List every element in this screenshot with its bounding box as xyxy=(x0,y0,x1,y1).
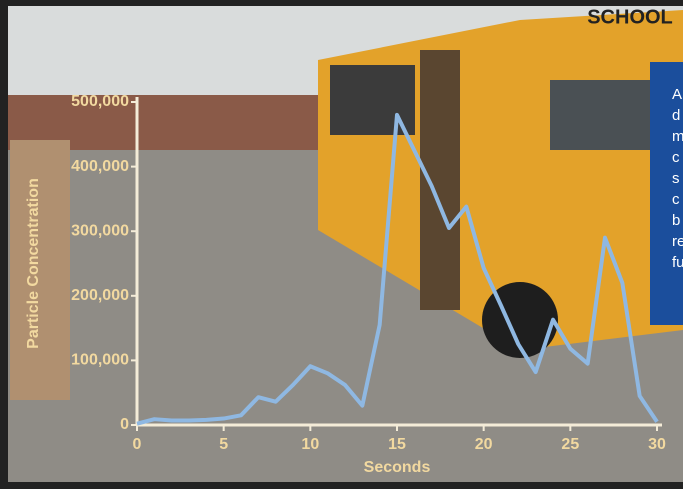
chart: SCHOOL Admcscbrefu 0100,000200,000300,00… xyxy=(0,0,683,489)
bus-windshield xyxy=(550,80,650,150)
x-tick-label: 15 xyxy=(388,436,406,453)
caption-line: b xyxy=(672,212,680,229)
y-tick-label: 100,000 xyxy=(71,352,129,369)
caption-line: m xyxy=(672,128,683,145)
bus-door xyxy=(420,50,460,310)
caption-line: fu xyxy=(672,254,683,271)
y-axis-label: Particle Concentration xyxy=(25,178,42,349)
y-tick-label: 300,000 xyxy=(71,222,129,239)
caption-line: s xyxy=(672,170,680,187)
y-tick-label: 200,000 xyxy=(71,287,129,304)
caption-line: re xyxy=(672,233,683,250)
x-axis-label: Seconds xyxy=(364,459,431,476)
caption-line: d xyxy=(672,107,680,124)
caption-line: c xyxy=(672,191,680,208)
page: SCHOOL Admcscbrefu 0100,000200,000300,00… xyxy=(0,0,683,489)
y-tick-label: 400,000 xyxy=(71,158,129,175)
y-tick-label: 0 xyxy=(120,416,129,433)
x-tick-label: 30 xyxy=(648,436,666,453)
caption-line: c xyxy=(672,149,680,166)
y-tick-label: 500,000 xyxy=(71,93,129,110)
x-tick-label: 25 xyxy=(561,436,579,453)
x-tick-label: 20 xyxy=(475,436,493,453)
x-tick-label: 10 xyxy=(301,436,319,453)
caption-line: A xyxy=(672,86,682,103)
x-tick-label: 5 xyxy=(219,436,228,453)
x-tick-label: 0 xyxy=(133,436,142,453)
photo-text: SCHOOL xyxy=(587,6,673,28)
